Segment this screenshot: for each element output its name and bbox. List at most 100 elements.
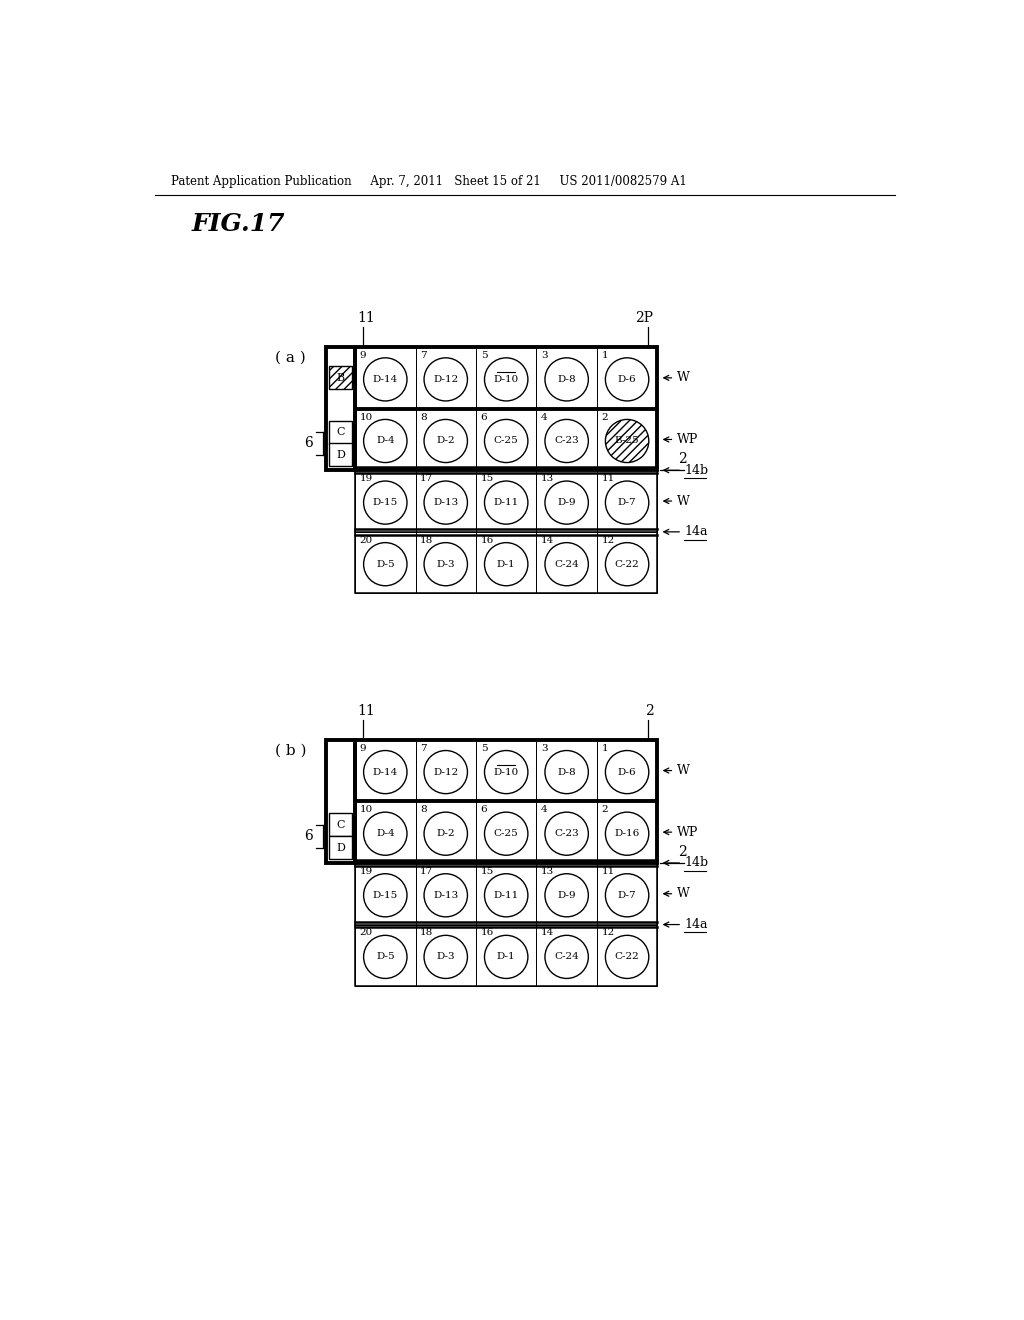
Text: 19: 19 — [359, 867, 373, 875]
Bar — [476, 470, 537, 532]
Circle shape — [364, 420, 407, 462]
Text: D-16: D-16 — [614, 829, 640, 838]
Circle shape — [605, 936, 649, 978]
Text: D-14: D-14 — [373, 375, 398, 384]
Circle shape — [424, 874, 467, 917]
Bar — [355, 470, 657, 594]
Circle shape — [424, 420, 467, 462]
Text: 15: 15 — [480, 867, 494, 875]
Text: 6: 6 — [304, 829, 312, 843]
Text: 12: 12 — [601, 928, 614, 937]
Text: W: W — [677, 887, 689, 900]
Bar — [416, 801, 476, 863]
Text: 20: 20 — [359, 536, 373, 545]
Circle shape — [424, 936, 467, 978]
Text: 17: 17 — [420, 867, 433, 875]
Circle shape — [484, 751, 528, 793]
Bar — [537, 347, 597, 409]
Bar — [597, 532, 657, 594]
Bar — [476, 347, 537, 409]
Text: D-2: D-2 — [436, 829, 455, 838]
Circle shape — [545, 358, 589, 401]
Circle shape — [605, 812, 649, 855]
Text: D-12: D-12 — [433, 375, 459, 384]
Text: D-6: D-6 — [617, 768, 636, 776]
Text: 15: 15 — [480, 474, 494, 483]
Text: D-9: D-9 — [557, 891, 575, 900]
Bar — [329, 836, 352, 859]
Text: D-4: D-4 — [376, 437, 394, 445]
Circle shape — [424, 543, 467, 586]
Text: D-1: D-1 — [497, 953, 515, 961]
Text: 2: 2 — [645, 704, 653, 718]
Text: D-11: D-11 — [494, 498, 519, 507]
Bar — [537, 739, 597, 801]
Text: D: D — [336, 450, 345, 459]
Text: 5: 5 — [480, 351, 487, 360]
Text: 7: 7 — [420, 351, 427, 360]
Text: 8: 8 — [420, 805, 427, 814]
Text: D-3: D-3 — [436, 953, 455, 961]
Bar — [355, 532, 416, 594]
Bar — [329, 421, 352, 444]
Bar — [476, 532, 537, 594]
Text: 20: 20 — [359, 928, 373, 937]
Text: 19: 19 — [359, 474, 373, 483]
Text: 14: 14 — [541, 536, 554, 545]
Text: D-5: D-5 — [376, 560, 394, 569]
Bar — [355, 347, 657, 470]
Bar — [355, 863, 657, 986]
Circle shape — [484, 543, 528, 586]
Circle shape — [364, 543, 407, 586]
Text: C-25: C-25 — [494, 437, 518, 445]
Text: 3: 3 — [541, 351, 548, 360]
Text: 3: 3 — [541, 743, 548, 752]
Circle shape — [424, 812, 467, 855]
Text: 14a: 14a — [684, 917, 708, 931]
Bar — [476, 801, 537, 863]
Text: 13: 13 — [541, 474, 554, 483]
Text: C-23: C-23 — [554, 829, 579, 838]
Text: 11: 11 — [601, 867, 614, 875]
Text: Patent Application Publication     Apr. 7, 2011   Sheet 15 of 21     US 2011/008: Patent Application Publication Apr. 7, 2… — [171, 176, 686, 189]
Circle shape — [424, 480, 467, 524]
Circle shape — [605, 543, 649, 586]
Circle shape — [364, 751, 407, 793]
Circle shape — [424, 358, 467, 401]
Circle shape — [484, 936, 528, 978]
Circle shape — [364, 480, 407, 524]
Circle shape — [605, 480, 649, 524]
Bar — [355, 801, 416, 863]
Circle shape — [545, 751, 589, 793]
Text: C-22: C-22 — [614, 953, 639, 961]
Circle shape — [545, 874, 589, 917]
Bar — [597, 924, 657, 986]
Circle shape — [545, 420, 589, 462]
Text: 10: 10 — [359, 413, 373, 421]
Text: C: C — [336, 820, 345, 830]
Bar — [329, 367, 352, 389]
Bar — [597, 863, 657, 924]
Text: D-11: D-11 — [494, 891, 519, 900]
Text: 14a: 14a — [684, 525, 708, 539]
Text: D: D — [336, 842, 345, 853]
Text: D-13: D-13 — [433, 891, 459, 900]
Text: D-4: D-4 — [376, 829, 394, 838]
Text: D-10: D-10 — [494, 375, 519, 384]
Circle shape — [605, 420, 649, 462]
Text: 7: 7 — [420, 743, 427, 752]
Text: D-10: D-10 — [494, 768, 519, 776]
Circle shape — [545, 812, 589, 855]
Bar — [597, 347, 657, 409]
Circle shape — [545, 543, 589, 586]
Text: D-15: D-15 — [373, 891, 398, 900]
Bar — [476, 924, 537, 986]
Text: 1: 1 — [601, 743, 608, 752]
Text: 13: 13 — [541, 867, 554, 875]
Bar — [537, 532, 597, 594]
Text: 18: 18 — [420, 536, 433, 545]
Text: D-6: D-6 — [617, 375, 636, 384]
Text: 16: 16 — [480, 928, 494, 937]
Text: 4: 4 — [541, 805, 548, 814]
Text: D-8: D-8 — [557, 375, 575, 384]
